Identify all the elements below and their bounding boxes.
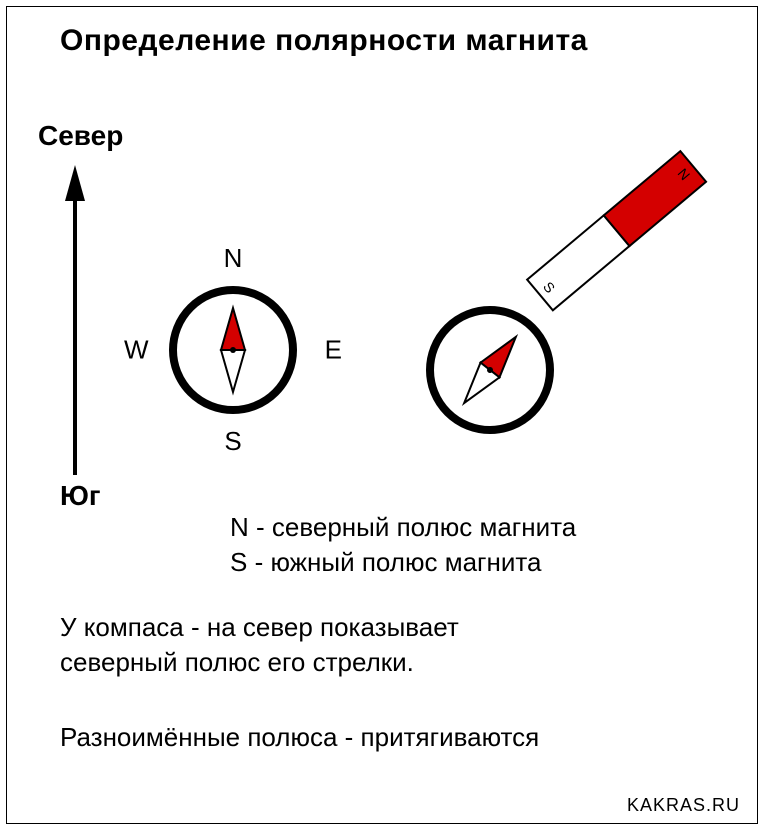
dir-e: E xyxy=(325,335,342,366)
bar-magnet: S N xyxy=(520,145,760,345)
compass-with-labels: N S W E xyxy=(128,245,338,455)
south-label: Юг xyxy=(60,480,101,512)
explanation-1: У компаса - на север показывает северный… xyxy=(60,610,459,680)
legend-n: N - северный полюс магнита xyxy=(230,510,576,545)
compass1-icon xyxy=(163,280,303,420)
north-label: Север xyxy=(38,120,123,152)
dir-s: S xyxy=(224,426,241,457)
poles-legend: N - северный полюс магнита S - южный пол… xyxy=(230,510,576,580)
watermark: KAKRAS.RU xyxy=(627,795,740,816)
explanation-2: Разноимённые полюса - притягиваются xyxy=(60,720,539,755)
page-title: Определение полярности магнита xyxy=(60,24,588,58)
dir-n: N xyxy=(224,243,243,274)
dir-w: W xyxy=(124,335,149,366)
north-arrow xyxy=(60,165,90,475)
legend-s: S - южный полюс магнита xyxy=(230,545,576,580)
